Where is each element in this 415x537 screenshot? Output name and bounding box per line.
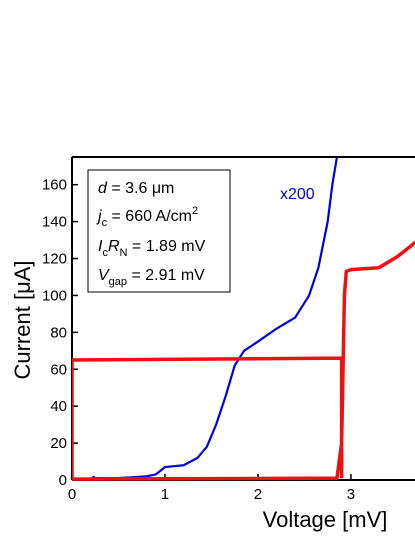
data-line	[72, 240, 415, 481]
annotation: Vgap = 2.91 mV	[98, 267, 205, 288]
y-axis-label: Current [μA]	[10, 260, 35, 379]
series-label: x200	[280, 186, 315, 203]
y-tick-label: 160	[42, 177, 67, 194]
y-tick-label: 80	[50, 324, 67, 341]
y-tick-label: 120	[42, 251, 67, 268]
y-tick-label: 0	[59, 472, 67, 489]
plot-area	[71, 156, 415, 481]
x-tick-label: 1	[161, 486, 169, 503]
annotation: IcRN = 1.89 mV	[98, 238, 206, 259]
y-tick-label: 100	[42, 287, 67, 304]
x-tick-label: 3	[347, 486, 355, 503]
x-tick-label: 0	[68, 486, 76, 503]
annotation: jc = 660 A/cm2	[96, 205, 198, 229]
y-tick-label: 40	[50, 398, 67, 415]
annotation-box	[87, 169, 231, 293]
annotation: d = 3.6 μm	[98, 180, 174, 197]
y-tick-label: 20	[50, 435, 67, 452]
series-group	[72, 157, 415, 481]
y-tick-label: 60	[50, 361, 67, 378]
x-axis-label: Voltage [mV]	[263, 507, 388, 532]
data-line	[91, 157, 339, 480]
y-tick-label: 140	[42, 214, 67, 231]
x-tick-label: 2	[254, 486, 262, 503]
